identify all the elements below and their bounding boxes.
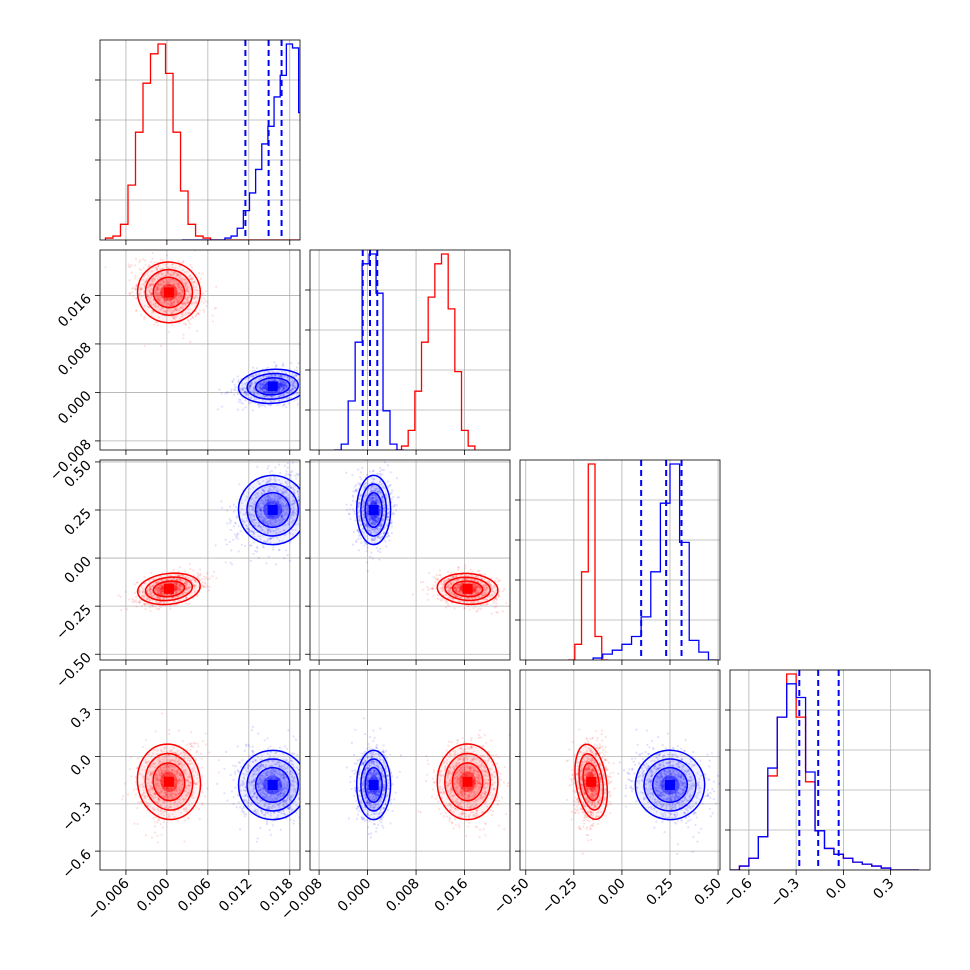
density-peak-cell — [267, 505, 278, 515]
density-peak-cell — [267, 381, 278, 392]
density-peak-cell — [462, 583, 473, 594]
x-tick-label: 0.3 — [870, 876, 897, 903]
density-peak-cell — [586, 776, 597, 787]
panel-frame — [99, 669, 301, 871]
histogram-series-1 — [730, 683, 919, 870]
histogram-series-1 — [334, 253, 404, 450]
panel-p1-p3: −0.50−0.250.000.250.50 — [53, 457, 301, 692]
histogram-series-1 — [181, 43, 300, 240]
x-tick-label: −0.50 — [491, 876, 533, 918]
histogram-series-0 — [568, 463, 609, 660]
panel-frame — [99, 39, 301, 241]
x-tick-label: 0.25 — [643, 876, 676, 909]
panel-p2-p3 — [305, 459, 511, 665]
x-tick-label: 0.50 — [692, 876, 725, 909]
x-tick-label: 0.016 — [432, 875, 472, 915]
x-tick-label: 0.006 — [175, 875, 215, 915]
y-tick-label: 0.00 — [61, 554, 94, 587]
histogram-series-0 — [394, 253, 476, 450]
y-tick-label: −0.25 — [53, 602, 95, 644]
histogram-series-0 — [104, 43, 300, 240]
x-tick-label: 0.008 — [383, 876, 423, 916]
panel-frame — [729, 669, 931, 871]
x-tick-label: 0.012 — [216, 876, 256, 916]
panel-frame — [519, 669, 721, 871]
panel-p1-p4: −0.006 0.000 0.006 0.012 0.018−0.6−0.30.00.3 — [59, 669, 301, 923]
panel-frame — [99, 459, 301, 661]
x-tick-label: −0.25 — [539, 876, 581, 918]
x-tick-label: 0.000 — [134, 876, 174, 916]
density-peak-cell — [462, 776, 473, 787]
density-peak-cell — [163, 287, 174, 298]
panel-frame — [309, 459, 511, 661]
x-tick-label: 0.0 — [823, 876, 850, 903]
density-peak-cell — [163, 776, 174, 787]
y-tick-label: −0.50 — [53, 650, 95, 692]
panel-p4-p4: −0.6 −0.3 0.0 0.3 — [720, 669, 931, 911]
density-peak-cell — [267, 779, 278, 790]
density-peak-cell — [368, 779, 379, 790]
density-peak-cell — [163, 583, 174, 594]
y-tick-label: 0.3 — [68, 705, 95, 732]
x-tick-label: −0.3 — [768, 876, 803, 911]
y-tick-label: −0.6 — [59, 847, 94, 882]
x-tick-label: 0.000 — [335, 876, 375, 916]
y-tick-label: 0.000 — [55, 388, 95, 428]
panel-p2-p4: −0.008 0.000 0.008 0.016 — [278, 669, 511, 923]
y-tick-label: 0.0 — [68, 752, 95, 779]
panel-p2-p2 — [305, 249, 511, 455]
y-tick-label: 0.008 — [55, 339, 95, 379]
scatter-points-series-1 — [617, 728, 720, 855]
y-tick-label: −0.3 — [59, 799, 94, 834]
panel-frame — [99, 249, 301, 451]
panel-p3-p4: −0.50 −0.25 0.00 0.25 0.50 — [491, 669, 725, 918]
panel-p3-p3 — [515, 459, 721, 665]
scatter-points-series-0 — [117, 561, 227, 613]
panel-frame — [309, 249, 511, 451]
scatter-points-series-0 — [121, 712, 221, 844]
x-tick-label: 0.00 — [595, 876, 628, 909]
panel-p1-p1 — [95, 39, 301, 245]
density-peak-cell — [368, 505, 379, 515]
y-tick-label: 0.25 — [61, 506, 94, 539]
x-tick-label: −0.006 — [85, 875, 133, 923]
x-tick-label: −0.6 — [720, 875, 755, 910]
histogram-series-1 — [592, 463, 719, 660]
panel-frame — [519, 459, 721, 661]
panel-frame — [309, 669, 511, 871]
density-peak-cell — [665, 779, 675, 790]
y-tick-label: 0.016 — [55, 291, 95, 331]
